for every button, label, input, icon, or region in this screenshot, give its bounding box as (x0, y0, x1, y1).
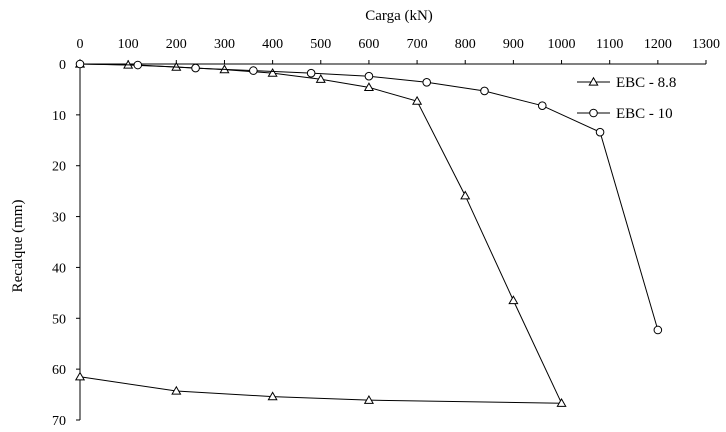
x-tick-label: 1200 (644, 37, 672, 52)
x-tick-label: 1100 (596, 37, 623, 52)
y-tick-label: 50 (52, 312, 66, 327)
data-point (364, 71, 374, 81)
series-1 (74, 58, 567, 407)
data-point (412, 95, 423, 105)
x-tick-label: 200 (166, 37, 187, 52)
data-point (315, 74, 326, 83)
y-tick-label: 0 (59, 58, 66, 73)
x-tick-label: 100 (118, 37, 139, 52)
series-line (79, 63, 659, 331)
data-point (306, 68, 316, 78)
legend-marker-circle (589, 108, 598, 118)
data-point (460, 190, 471, 200)
legend-marker-triangle (588, 76, 599, 86)
data-point (133, 60, 143, 70)
x-tick-label: 1000 (548, 37, 576, 52)
series-layer (74, 58, 663, 407)
y-axis-label: Recalque (mm) (10, 200, 26, 293)
legend-label: EBC - 8.8 (616, 75, 676, 91)
data-point (480, 86, 489, 96)
x-tick-label: 900 (503, 37, 524, 52)
x-tick-label: 0 (77, 37, 84, 52)
legend-label: EBC - 10 (616, 106, 673, 122)
x-axis-label: Carga (kN) (365, 8, 433, 24)
x-tick-label: 300 (214, 37, 235, 52)
x-tick-label: 1300 (692, 37, 720, 52)
data-point (363, 82, 374, 92)
y-tick-label: 70 (52, 414, 66, 429)
series-2 (75, 59, 663, 335)
y-tick-label: 60 (52, 363, 66, 378)
x-tick-label: 500 (310, 37, 331, 52)
data-point (422, 78, 432, 87)
legend: EBC - 8.8 EBC - 10 (577, 75, 676, 122)
data-point (249, 66, 258, 75)
x-tick-label: 600 (358, 37, 379, 52)
data-point (537, 101, 547, 111)
data-point (508, 295, 519, 305)
data-point (267, 391, 278, 401)
axes: 0 100 200 300 400 500 600 700 800 900 1000 1100 1200… (52, 37, 720, 429)
x-tick-label: 800 (455, 37, 476, 52)
data-point (556, 398, 567, 407)
data-point (171, 385, 182, 395)
data-point (653, 325, 663, 335)
y-tick-label: 20 (52, 160, 66, 175)
data-point (267, 67, 278, 77)
data-point (191, 63, 200, 73)
y-tick-label: 30 (52, 211, 66, 226)
x-tick-label: 700 (407, 37, 428, 52)
x-tick-label: 400 (262, 37, 283, 52)
data-point (595, 127, 605, 137)
y-tick-label: 10 (52, 109, 66, 124)
y-tick-label: 40 (52, 261, 66, 276)
series-line (79, 63, 563, 404)
data-point (363, 394, 374, 404)
data-point (74, 371, 86, 381)
data-point (75, 59, 85, 69)
